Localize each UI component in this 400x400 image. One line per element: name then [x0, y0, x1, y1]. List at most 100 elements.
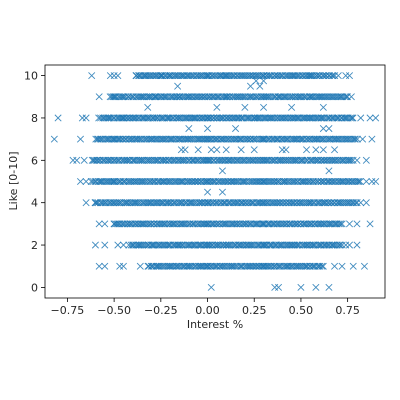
data-point [107, 72, 113, 78]
x-tick-label: −0.75 [51, 304, 85, 317]
data-point [350, 263, 356, 269]
data-point [247, 83, 253, 89]
data-point [96, 263, 102, 269]
data-point [111, 221, 117, 227]
data-point [257, 83, 263, 89]
data-point [279, 147, 285, 153]
y-tick-label: 10 [24, 70, 38, 83]
data-point [204, 125, 210, 131]
data-point [89, 72, 95, 78]
data-point [223, 147, 229, 153]
data-point [359, 136, 365, 142]
data-point [166, 178, 172, 184]
data-point [204, 221, 210, 227]
data-point [214, 147, 220, 153]
data-point [77, 178, 83, 184]
data-point [208, 147, 214, 153]
data-point [92, 242, 98, 248]
data-point [372, 115, 378, 121]
data-point [162, 94, 168, 100]
data-point [215, 94, 221, 100]
data-point [358, 115, 364, 121]
x-axis: −0.75 −0.50 −0.25 0.00 0.25 0.50 0.75 [51, 298, 360, 317]
data-point [363, 157, 369, 163]
data-point [214, 104, 220, 110]
data-point [83, 178, 89, 184]
data-point [288, 104, 294, 110]
data-point [326, 125, 332, 131]
data-point [346, 242, 352, 248]
data-point [313, 147, 319, 153]
data-point [339, 263, 345, 269]
data-point [339, 221, 345, 227]
data-point [367, 221, 373, 227]
data-point [283, 147, 289, 153]
x-axis-label: Interest % [187, 318, 243, 331]
data-point [51, 136, 57, 142]
data-point [102, 242, 108, 248]
x-tick-label: 0.25 [242, 304, 267, 317]
data-point [361, 263, 367, 269]
data-point [83, 199, 89, 205]
data-point [96, 94, 102, 100]
y-tick-label: 6 [31, 154, 38, 167]
y-tick-label: 0 [31, 281, 38, 294]
data-point [115, 242, 121, 248]
data-point [241, 157, 247, 163]
data-point [77, 136, 83, 142]
data-point [331, 263, 337, 269]
data-point [260, 104, 266, 110]
data-point [358, 199, 364, 205]
data-point [318, 115, 324, 121]
data-point [102, 263, 108, 269]
data-point [186, 125, 192, 131]
data-point [120, 263, 126, 269]
data-point [363, 178, 369, 184]
data-point [249, 199, 255, 205]
y-axis: 0246810 [24, 70, 45, 295]
data-point [326, 168, 332, 174]
data-point [234, 178, 240, 184]
data-point [83, 115, 89, 121]
data-point [313, 284, 319, 290]
data-point [239, 94, 245, 100]
data-point [208, 284, 214, 290]
data-point [326, 284, 332, 290]
data-point [311, 263, 317, 269]
data-point [137, 263, 143, 269]
data-point [320, 147, 326, 153]
y-axis-label: Like [0-10] [7, 152, 20, 211]
marker-layer [51, 72, 379, 290]
data-point [182, 147, 188, 153]
data-point [354, 199, 360, 205]
data-point [354, 242, 360, 248]
data-point [343, 72, 349, 78]
data-point [70, 157, 76, 163]
data-point [369, 178, 375, 184]
data-point [320, 263, 326, 269]
data-point [248, 242, 254, 248]
data-point [320, 104, 326, 110]
data-point [331, 147, 337, 153]
data-point [195, 147, 201, 153]
data-point [348, 94, 354, 100]
data-point [111, 72, 117, 78]
data-point [354, 157, 360, 163]
data-point [204, 189, 210, 195]
data-point [115, 72, 121, 78]
data-point [219, 168, 225, 174]
x-tick-label: −0.50 [97, 304, 131, 317]
data-point [298, 284, 304, 290]
data-point [178, 147, 184, 153]
data-point [241, 94, 247, 100]
y-tick-label: 2 [31, 239, 38, 252]
data-point [275, 284, 281, 290]
data-point [242, 104, 248, 110]
data-point [354, 221, 360, 227]
data-point [219, 189, 225, 195]
data-point [81, 157, 87, 163]
x-tick-label: 0.00 [195, 304, 220, 317]
data-point [241, 72, 247, 78]
data-point [349, 115, 355, 121]
